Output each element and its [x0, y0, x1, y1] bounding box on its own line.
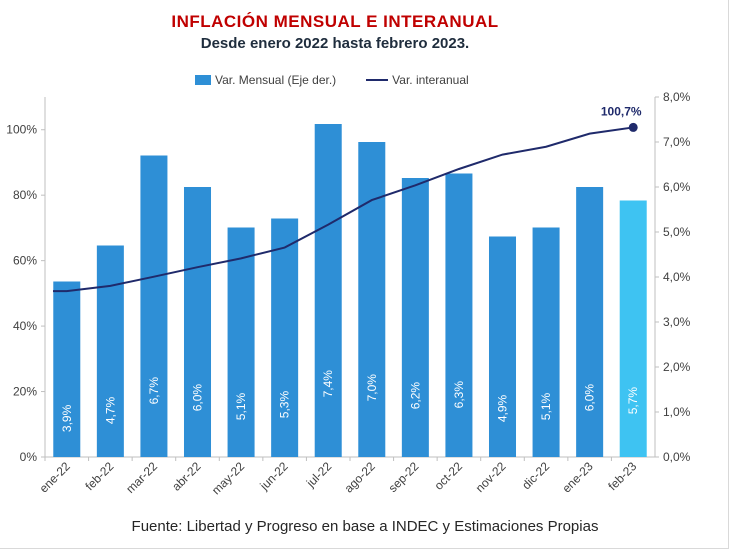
right-tick-label: 5,0% [663, 225, 691, 239]
bar [314, 124, 342, 457]
right-tick-label: 0,0% [663, 450, 691, 464]
x-tick-label: may-22 [209, 459, 247, 497]
right-tick-label: 6,0% [663, 180, 691, 194]
left-tick-label: 40% [13, 319, 37, 333]
bar-data-label: 6,0% [191, 384, 205, 412]
right-tick-label: 2,0% [663, 360, 691, 374]
bar-data-label: 6,2% [408, 382, 422, 410]
bar [532, 227, 560, 457]
bar-data-label: 7,4% [321, 370, 335, 398]
x-tick-label: mar-22 [123, 459, 160, 496]
legend-bar-swatch [195, 75, 211, 85]
bar-data-label: 4,9% [496, 394, 510, 422]
x-tick-label: oct-22 [432, 459, 466, 493]
x-tick-label: nov-22 [473, 459, 509, 495]
x-tick-label: feb-22 [83, 459, 117, 493]
right-tick-label: 7,0% [663, 135, 691, 149]
legend-bar-label: Var. Mensual (Eje der.) [215, 73, 337, 87]
bar [358, 142, 386, 457]
interanual-end-marker [628, 122, 638, 132]
bar-data-label: 5,1% [539, 393, 553, 421]
bar [96, 245, 124, 457]
right-tick-label: 4,0% [663, 270, 691, 284]
left-tick-label: 0% [20, 450, 38, 464]
bar-data-label: 3,9% [60, 404, 74, 432]
bar-data-label: 4,7% [103, 396, 117, 424]
x-tick-label: ene-22 [37, 459, 74, 496]
bar-data-label: 5,1% [234, 393, 248, 421]
bar [183, 187, 212, 457]
bar [401, 178, 429, 457]
bar [227, 227, 255, 457]
chart-subtitle: Desde enero 2022 hasta febrero 2023. [200, 35, 470, 52]
bar-data-label: 6,3% [452, 381, 466, 409]
bar-data-label: 5,7% [626, 387, 640, 415]
bar [619, 200, 647, 457]
right-tick-label: 1,0% [663, 405, 691, 419]
chart-title: INFLACIÓN MENSUAL E INTERANUAL [171, 12, 499, 31]
x-tick-label: ene-23 [559, 459, 596, 496]
bar-data-label: 6,7% [147, 377, 161, 405]
legend: Var. Mensual (Eje der.) Var. interanual [195, 73, 469, 87]
x-tick-label: jun-22 [257, 459, 291, 493]
x-tick-label: feb-23 [605, 459, 639, 493]
right-tick-label: 8,0% [663, 90, 691, 104]
bar [140, 155, 168, 457]
bar-data-label: 7,0% [365, 374, 379, 402]
bar [488, 236, 517, 457]
left-tick-label: 100% [6, 123, 37, 137]
bar [53, 281, 81, 457]
x-tick-label: dic-22 [519, 459, 552, 492]
legend-line-swatch [366, 79, 389, 81]
bar [576, 187, 604, 457]
interanual-end-label: 100,7% [601, 104, 642, 118]
x-tick-label: sep-22 [386, 459, 422, 495]
bar-data-label: 5,3% [278, 391, 292, 419]
left-tick-label: 20% [13, 385, 37, 399]
x-tick-label: ago-22 [342, 459, 379, 496]
interanual-line [53, 126, 634, 293]
bar-data-label: 6,0% [583, 384, 597, 412]
x-tick-label: jul-22 [303, 459, 335, 491]
right-tick-label: 3,0% [663, 315, 691, 329]
left-tick-label: 60% [13, 254, 37, 268]
x-tick-label: abr-22 [169, 459, 204, 494]
left-tick-label: 80% [13, 188, 37, 202]
bar [445, 173, 473, 457]
source-note: Fuente: Libertad y Progreso en base a IN… [131, 518, 599, 535]
legend-line-label: Var. interanual [392, 73, 469, 87]
bar [271, 218, 299, 457]
